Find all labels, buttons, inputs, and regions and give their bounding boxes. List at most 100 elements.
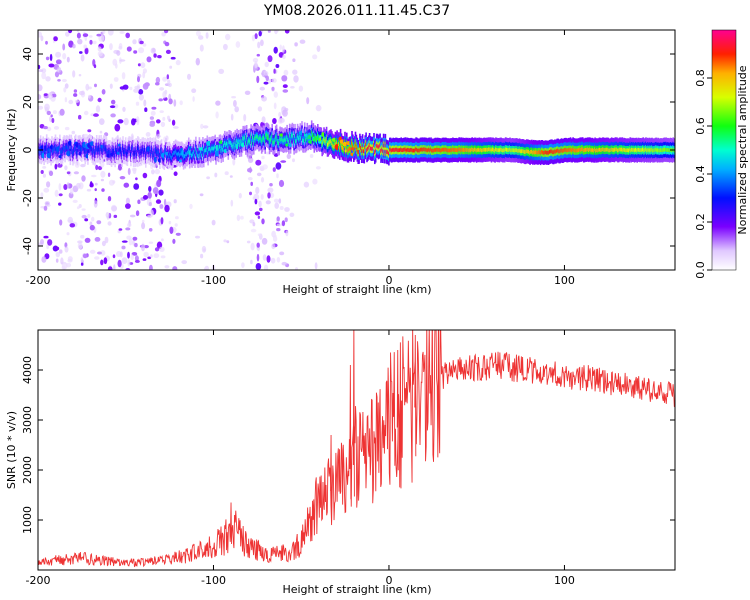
spectrogram-noise-cell — [252, 57, 259, 63]
spectrogram-band-cell — [64, 148, 66, 153]
spectrogram-band-cell — [360, 149, 363, 153]
spectrogram-band-cell — [503, 148, 506, 153]
spectrogram-noise-cell — [76, 206, 80, 210]
spectrogram-noise-cell — [261, 96, 267, 102]
spectrogram-band-cell — [182, 155, 185, 160]
spectrogram-xlabel: Height of straight line (km) — [282, 283, 431, 296]
spectrogram-band-cell — [49, 148, 51, 153]
spectrogram-noise-cell — [271, 78, 277, 83]
spectrogram-band-cell — [178, 151, 180, 156]
spectrogram-band-cell — [573, 148, 575, 152]
spectrogram-band-cell — [575, 148, 577, 153]
spectrogram-band-cell — [520, 149, 523, 154]
spectrogram-band-cell — [160, 149, 163, 154]
spectrogram-noise-cell — [258, 30, 262, 37]
spectrogram-band-cell — [226, 141, 229, 146]
spectrogram-noise-cell — [82, 253, 88, 259]
spectrogram-band-cell — [223, 143, 225, 148]
spectrogram-noise-cell — [149, 116, 154, 120]
spectrogram-band-blob — [154, 156, 158, 163]
spectrogram-noise-cell — [113, 77, 119, 82]
spectrogram-band-cell — [525, 149, 528, 154]
spectrogram-band-cell — [368, 143, 371, 147]
spectrogram-band-cell — [415, 147, 417, 152]
spectrogram-noise-cell — [293, 75, 299, 83]
spectrogram-noise-cell — [59, 219, 63, 226]
spectrogram-band-cell — [557, 148, 559, 153]
spectrogram-band-cell — [441, 147, 444, 152]
spectrogram-noise-cell — [262, 254, 267, 261]
spectrogram-band-cell — [139, 149, 142, 153]
spectrogram-noise-cell — [257, 233, 262, 237]
spectrogram-band-cell — [209, 146, 211, 151]
spectrogram-noise-cell — [150, 47, 156, 54]
spectrogram-band-cell — [310, 130, 313, 135]
spectrogram-noise-cell — [142, 43, 147, 47]
spectrogram-noise-cell — [123, 117, 129, 126]
spectrogram-noise-cell — [164, 41, 170, 47]
spectrogram-band-cell — [572, 147, 574, 152]
spectrogram-band-cell — [651, 147, 653, 152]
spectrogram-band-cell — [474, 147, 476, 152]
spectrogram-band-cell — [406, 147, 409, 152]
spectrogram-band-cell — [340, 143, 343, 148]
spectrogram-band-cell — [404, 147, 407, 152]
spectrogram-band-cell — [341, 145, 344, 150]
spectrogram-band-cell — [480, 147, 482, 152]
spectrogram-band-cell — [658, 148, 660, 153]
spectrogram-band-cell — [499, 147, 502, 152]
spectrogram-noise-cell — [162, 116, 166, 121]
spectrogram-band-cell — [362, 149, 365, 153]
spectrogram-noise-cell — [276, 228, 281, 232]
spectrogram-noise-cell — [233, 100, 237, 107]
spectrogram-noise-cell — [82, 133, 89, 139]
spectrogram-band-cell — [316, 138, 318, 142]
spectrogram-band-cell — [221, 145, 223, 150]
spectrogram-noise-cell — [250, 242, 255, 251]
spectrogram-band-cell — [411, 148, 414, 153]
spectrogram-band-cell — [256, 135, 259, 140]
spectrogram-band-cell — [409, 148, 411, 153]
spectrogram-noise-cell — [280, 160, 287, 163]
spectrogram-band-cell — [482, 147, 485, 152]
spectrogram-noise-cell — [254, 33, 258, 40]
spectrogram-noise-cell — [126, 46, 132, 52]
spectrogram-band-cell — [659, 148, 661, 153]
spectrogram-band-cell — [102, 145, 105, 150]
spectrogram-band-cell — [379, 143, 381, 148]
spectrogram-band-cell — [413, 148, 416, 153]
spectrogram-band-cell — [333, 145, 336, 149]
spectrogram-band-cell — [553, 149, 556, 154]
spectrogram-noise-cell — [48, 170, 54, 176]
spectrogram-band-cell — [545, 150, 547, 155]
spectrogram-band-cell — [168, 151, 171, 156]
colorbar-tick-label: 0.8 — [694, 69, 707, 87]
spectrogram-band-cell — [636, 148, 638, 153]
spectrogram-band-cell — [401, 148, 403, 152]
spectrogram-band-cell — [142, 147, 144, 152]
spectrogram-noise-cell — [243, 114, 247, 122]
spectrogram-band-cell — [271, 134, 273, 138]
spectrogram-noise-cell — [267, 30, 271, 33]
spectrogram-noise-cell — [141, 243, 145, 252]
spectrogram-noise-cell — [224, 171, 229, 176]
spectrogram-noise-cell — [64, 83, 69, 89]
spectrogram-band-cell — [274, 135, 277, 140]
spectrogram-band-cell — [302, 138, 304, 143]
spectrogram-band-cell — [267, 134, 270, 139]
spectrogram-noise-cell — [257, 215, 261, 219]
spectrogram-band-cell — [653, 148, 656, 153]
spectrogram-band-cell — [611, 148, 614, 152]
spectrogram-noise-cell — [154, 168, 161, 175]
spectrogram-noise-cell — [121, 257, 128, 264]
spectrogram-band-cell — [512, 148, 515, 153]
spectrogram-band-cell — [588, 148, 590, 152]
spectrogram-noise-cell — [172, 266, 178, 270]
spectrogram-noise-cell — [257, 41, 261, 49]
spectrogram-band-cell — [278, 141, 280, 146]
spectrogram-band-cell — [268, 140, 271, 145]
colorbar-label: Normalized spectral amplitude — [736, 65, 749, 234]
spectrogram-noise-cell — [275, 162, 282, 170]
spectrogram-noise-cell — [142, 258, 147, 261]
